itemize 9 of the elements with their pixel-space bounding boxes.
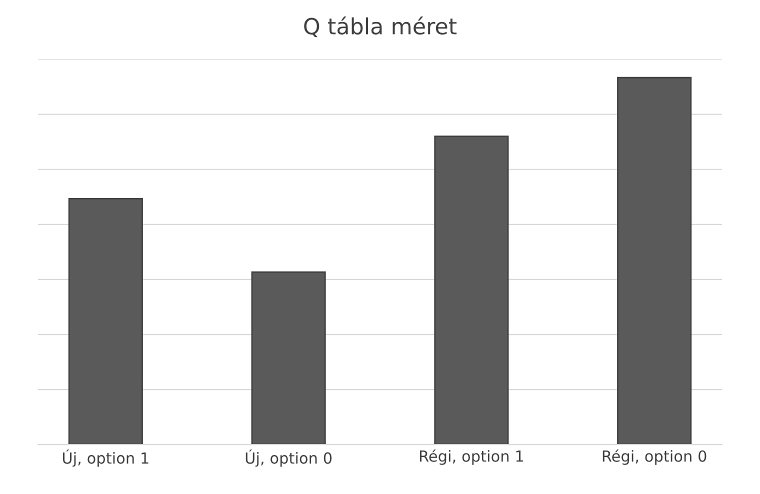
- bar: [434, 136, 509, 445]
- bar: [251, 271, 326, 445]
- x-tick-label: Régi, option 1: [420, 449, 523, 465]
- x-tick-label: Régi, option 0: [602, 449, 706, 465]
- bar: [68, 198, 143, 445]
- x-tick-label: Új, option 0: [246, 449, 332, 467]
- bar: [617, 76, 692, 445]
- chart-title: Q tábla méret: [304, 16, 457, 38]
- x-tick-label: Új, option 1: [62, 449, 148, 467]
